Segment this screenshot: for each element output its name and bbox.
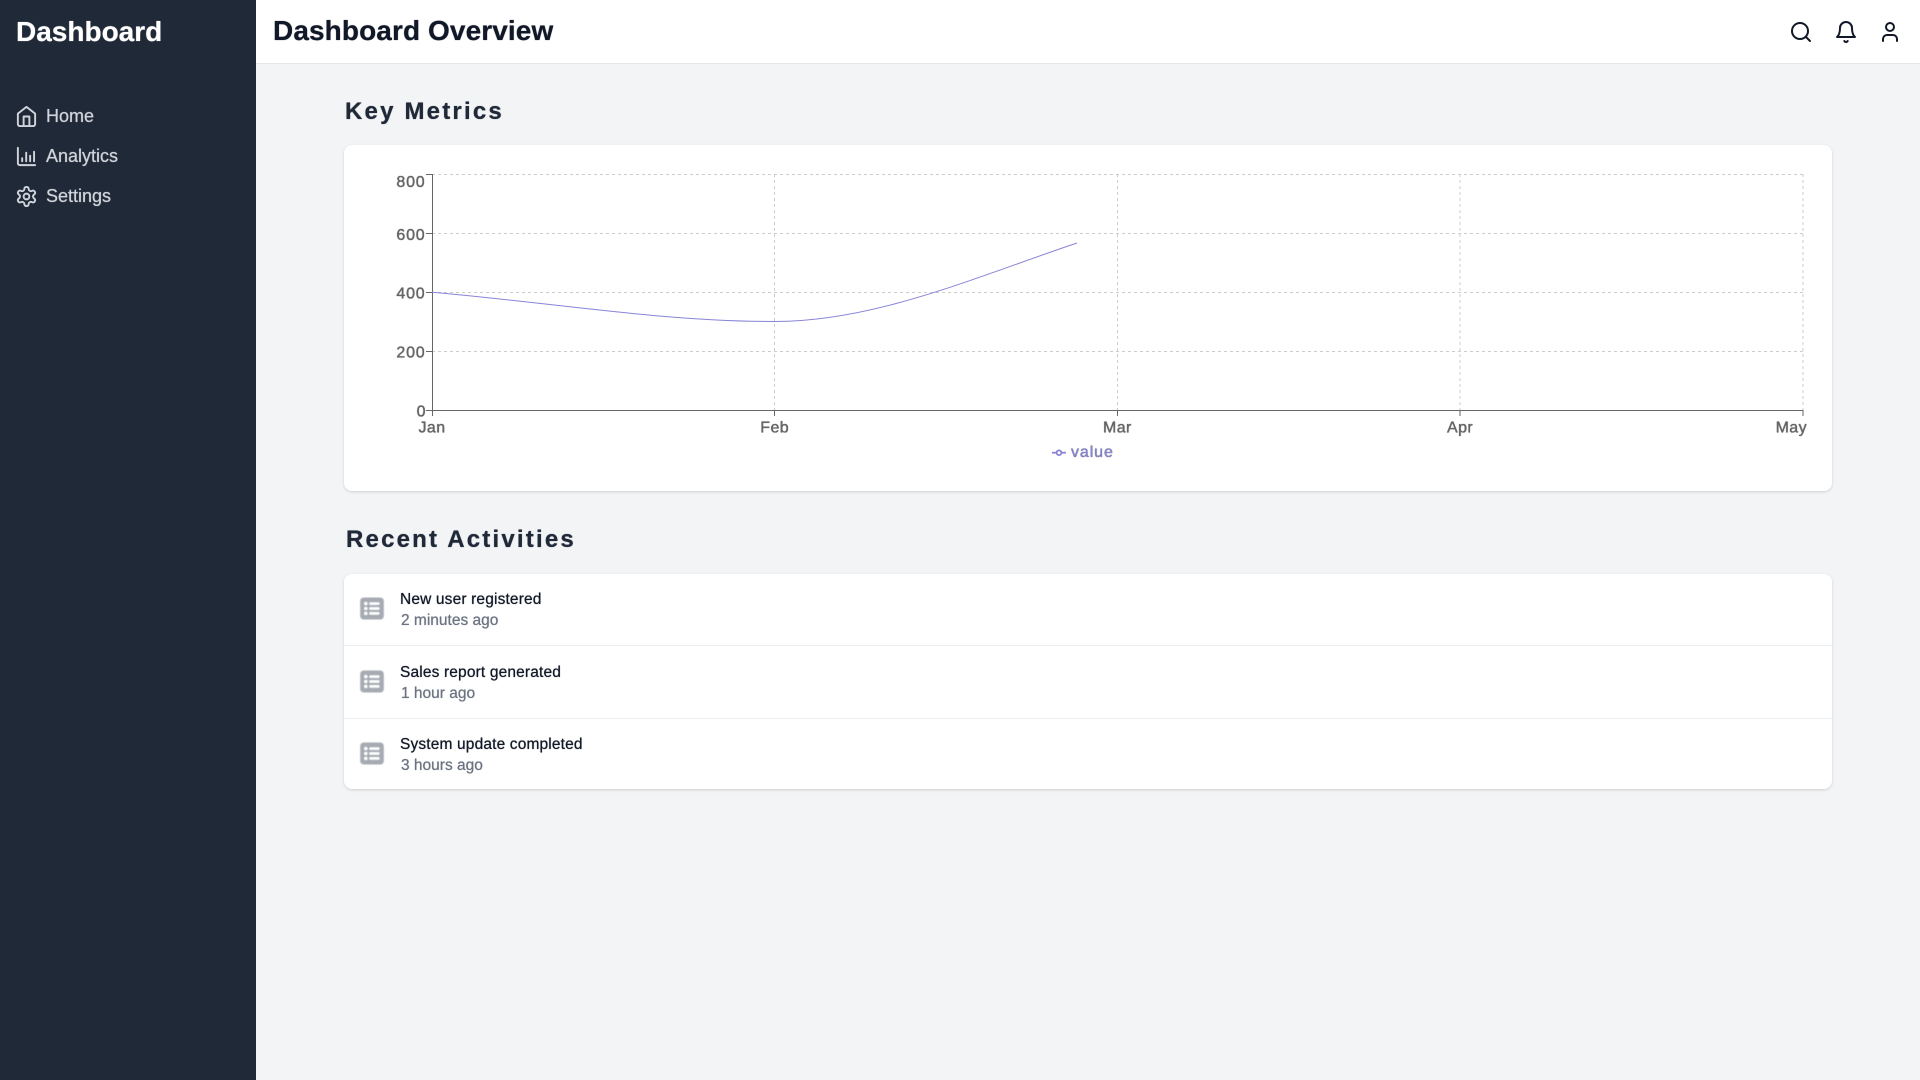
svg-text:Apr: Apr <box>1447 420 1473 437</box>
svg-text:0: 0 <box>417 403 426 420</box>
svg-text:value: value <box>1071 444 1114 461</box>
svg-text:Feb: Feb <box>760 420 789 437</box>
svg-text:800: 800 <box>396 174 425 191</box>
svg-text:May: May <box>1776 420 1807 437</box>
svg-text:200: 200 <box>396 345 425 362</box>
svg-text:Jan: Jan <box>419 420 446 437</box>
svg-text:Mar: Mar <box>1103 420 1132 437</box>
svg-text:600: 600 <box>396 227 425 244</box>
svg-text:400: 400 <box>396 286 425 303</box>
